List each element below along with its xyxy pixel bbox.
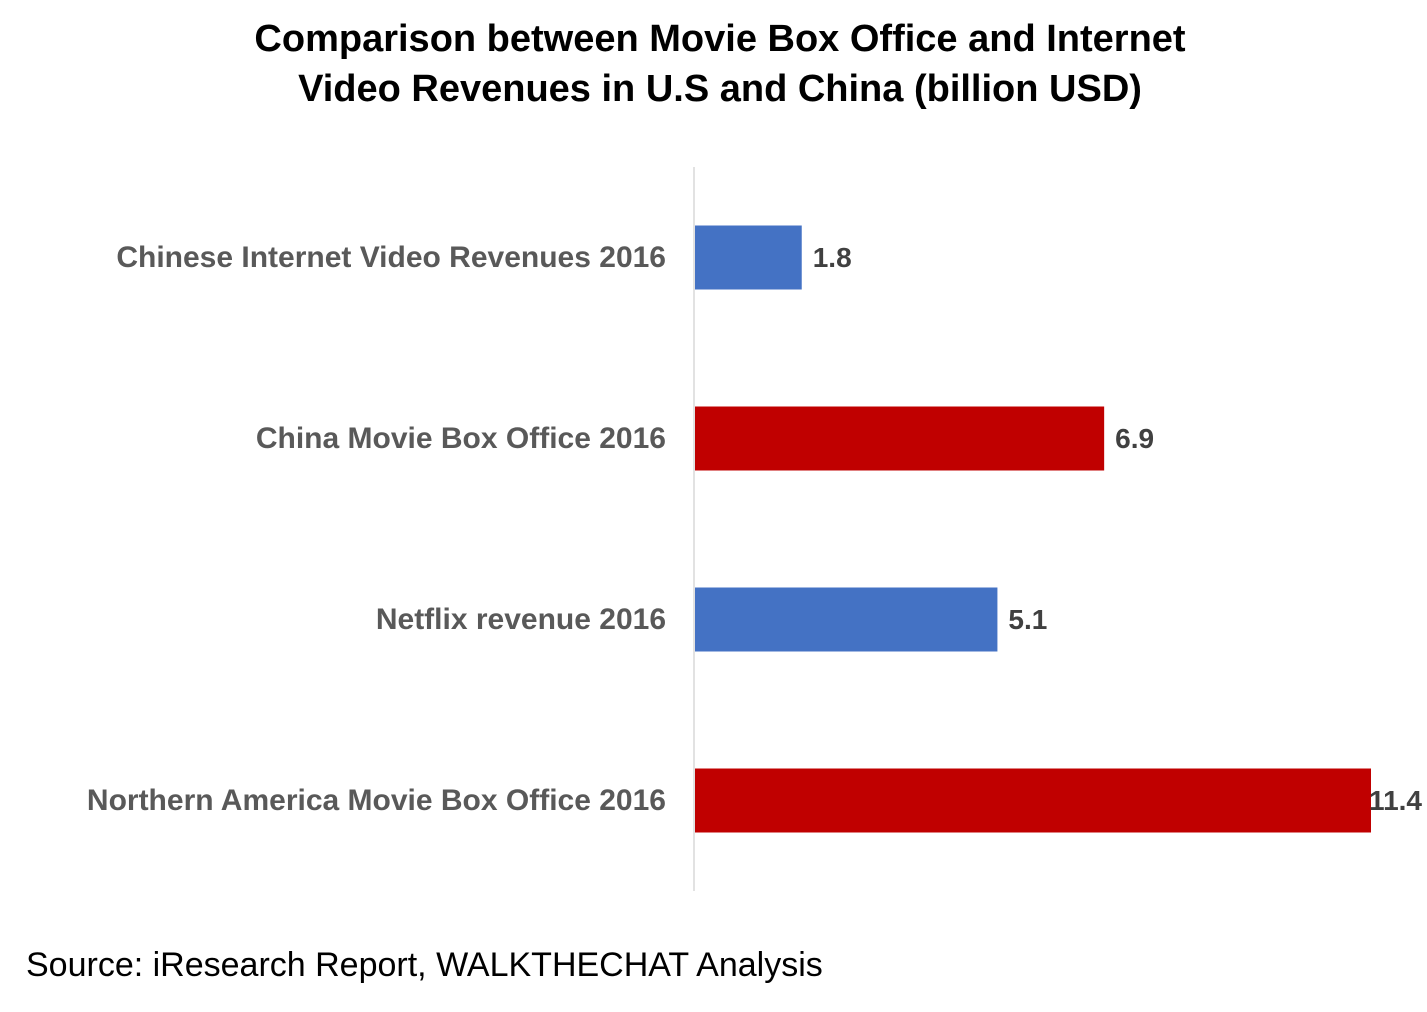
data-label: 6.9 bbox=[1115, 423, 1154, 454]
chart-title-line-2: Video Revenues in U.S and China (billion… bbox=[298, 68, 1142, 110]
category-label: Northern America Movie Box Office 2016 bbox=[87, 784, 666, 817]
bar bbox=[695, 225, 802, 290]
data-label: 1.8 bbox=[813, 242, 852, 273]
category-label: Netflix revenue 2016 bbox=[376, 603, 666, 636]
source-note: Source: iResearch Report, WALKTHECHAT An… bbox=[26, 946, 823, 984]
data-label: 5.1 bbox=[1008, 604, 1047, 635]
bar bbox=[695, 406, 1105, 471]
category-label: China Movie Box Office 2016 bbox=[256, 422, 666, 455]
data-label: 11.4 bbox=[1369, 785, 1422, 816]
chart-title: Comparison between Movie Box Office and … bbox=[0, 14, 1427, 114]
category-label: Chinese Internet Video Revenues 2016 bbox=[116, 241, 666, 274]
bar bbox=[695, 587, 998, 652]
chart-title-line-1: Comparison between Movie Box Office and … bbox=[254, 18, 1186, 60]
bar bbox=[695, 768, 1371, 833]
